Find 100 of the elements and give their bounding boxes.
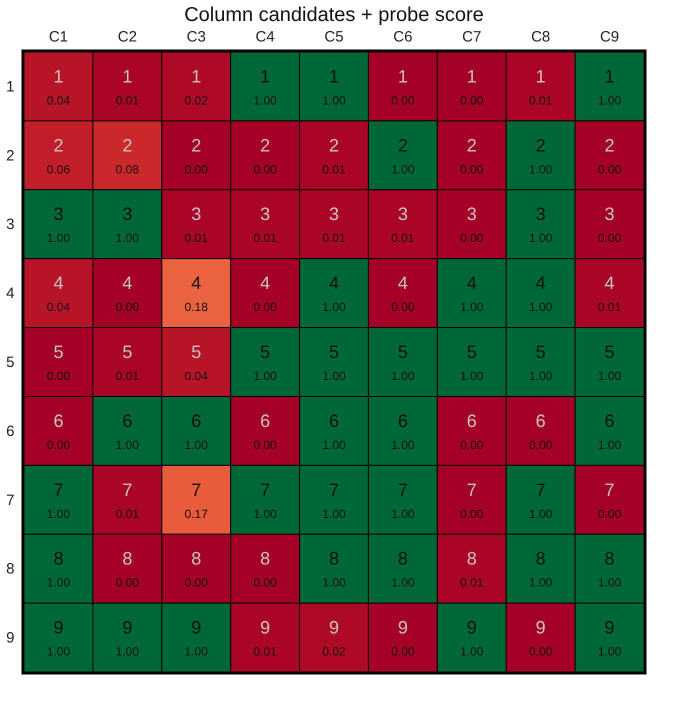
data-label: 1.00 [322, 576, 346, 590]
data-label: 0.00 [391, 644, 415, 659]
category-label: 7 [6, 492, 14, 509]
category-label: 5 [466, 342, 477, 362]
data-label: 1.00 [184, 438, 208, 452]
category-label: 9 [260, 618, 270, 638]
category-label: 5 [260, 342, 270, 362]
category-label: 8 [398, 548, 408, 569]
category-label: 7 [260, 480, 270, 500]
category-label: 7 [398, 480, 408, 500]
data-label: 0.00 [391, 93, 415, 108]
category-label: 2 [398, 135, 408, 156]
data-label: 1.00 [116, 644, 140, 659]
data-label: 1.00 [46, 576, 70, 590]
category-label: 2 [536, 135, 546, 156]
data-label: 0.00 [460, 162, 484, 176]
x-tick-label: C4 [256, 28, 275, 46]
data-label: 0.01 [253, 644, 278, 659]
category-label: 2 [466, 135, 477, 156]
category-label: 7 [191, 480, 202, 500]
category-label: 8 [122, 548, 132, 569]
data-label: 0.01 [322, 162, 346, 176]
data-label: 0.00 [460, 438, 484, 452]
data-label: 1.00 [460, 644, 484, 659]
data-label: 1.00 [391, 162, 415, 176]
data-label: 0.01 [253, 231, 278, 246]
category-label: 4 [260, 273, 270, 294]
data-label: 0.00 [460, 231, 484, 246]
category-label: 3 [604, 204, 615, 224]
data-label: 1.00 [253, 93, 278, 108]
data-label: 1.00 [391, 506, 415, 521]
data-label: 1.00 [598, 438, 622, 452]
data-label: 0.00 [528, 438, 553, 452]
category-label: 8 [328, 548, 340, 569]
category-label: 4 [398, 273, 408, 294]
category-label: 6 [6, 422, 14, 440]
data-label: 1.00 [322, 93, 346, 108]
data-label: 1.00 [46, 506, 70, 521]
category-label: 2 [260, 135, 270, 156]
data-label: 0.00 [253, 300, 278, 314]
category-label: 6 [122, 410, 132, 431]
data-label: 0.04 [184, 369, 208, 383]
data-label: 1.00 [598, 93, 622, 108]
data-label: 0.02 [184, 93, 208, 108]
data-label: 1.00 [528, 506, 553, 521]
category-label: 6 [604, 410, 615, 431]
category-label: 9 [191, 618, 202, 638]
data-label: 0.01 [116, 369, 140, 383]
data-label: 1.00 [46, 644, 70, 659]
category-label: 5 [328, 342, 340, 362]
data-label: 1.00 [184, 644, 208, 659]
category-label: 4 [191, 273, 202, 294]
category-label: 1 [328, 66, 340, 86]
category-label: 5 [6, 354, 14, 371]
category-label: 4 [466, 273, 477, 294]
category-label: 4 [6, 285, 14, 302]
x-tick-label: C9 [600, 28, 620, 46]
category-label: 7 [536, 480, 546, 500]
data-label: 0.04 [46, 93, 70, 108]
data-label: 1.00 [46, 231, 70, 246]
data-label: 1.00 [253, 369, 278, 383]
x-tick-label: C6 [393, 28, 412, 46]
data-label: 0.00 [46, 438, 70, 452]
data-label: 0.01 [528, 93, 553, 108]
data-label: 1.00 [322, 300, 346, 314]
category-label: 6 [398, 410, 408, 431]
category-label: 1 [122, 66, 132, 86]
category-label: 5 [604, 342, 615, 362]
y-tick-label: 8 [53, 548, 64, 569]
category-label: 7 [466, 480, 477, 500]
data-label: 0.00 [598, 506, 622, 521]
x-tick-label: C8 [531, 28, 550, 46]
data-label: 0.00 [184, 162, 208, 176]
y-tick-label: 1 [53, 66, 64, 86]
data-label: 1.00 [460, 300, 484, 314]
data-label: 0.04 [46, 300, 70, 314]
category-label: 9 [536, 618, 546, 638]
data-label: 0.08 [116, 162, 140, 176]
data-label: 1.00 [528, 162, 553, 176]
category-label: 1 [536, 66, 546, 86]
category-label: 3 [466, 204, 477, 224]
x-tick-label: C1 [48, 28, 68, 46]
category-label: 9 [604, 618, 615, 638]
data-label: 1.00 [528, 369, 553, 383]
category-label: 4 [122, 273, 132, 294]
category-label: 3 [191, 204, 202, 224]
category-label: 3 [122, 204, 132, 224]
category-label: 8 [536, 548, 546, 569]
y-tick-label: 7 [53, 480, 64, 500]
data-label: 1.00 [528, 576, 553, 590]
category-label: 7 [604, 480, 615, 500]
data-label: 0.01 [460, 576, 484, 590]
category-label: 2 [191, 135, 202, 156]
y-tick-label: 4 [53, 273, 64, 294]
x-tick-label: C5 [324, 28, 344, 46]
data-label: 1.00 [598, 369, 622, 383]
category-label: 1 [466, 66, 477, 86]
data-label: 0.01 [322, 231, 346, 246]
data-label: 0.06 [46, 162, 70, 176]
category-label: 9 [122, 618, 132, 638]
